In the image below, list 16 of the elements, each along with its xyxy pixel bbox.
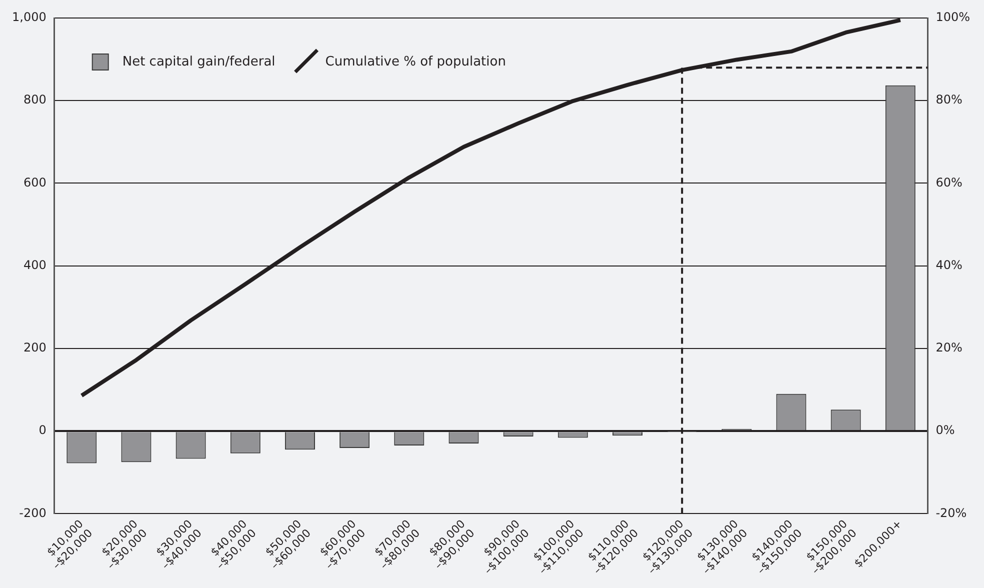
legend-label: Cumulative % of population [325,54,506,70]
y-tick-label: 400 [23,258,46,272]
y2-tick-label: 80% [936,92,962,107]
legend-label: Net capital gain/federal [122,54,276,70]
y-tick-label: 1,000 [12,10,46,24]
y-tick-label: -200 [19,506,46,520]
y2-tick-label: 40% [936,258,962,272]
y-tick-label: 200 [23,340,46,355]
y2-tick-label: 100% [936,10,970,24]
y-tick-label: 800 [23,92,46,107]
y2-tick-label: 60% [936,175,962,190]
y2-tick-label: 20% [936,340,962,355]
y2-tick-label: -20% [936,506,967,520]
y2-tick-label: 0% [936,423,955,438]
y-tick-label: 600 [23,175,46,190]
y-tick-label: 0 [38,423,46,438]
